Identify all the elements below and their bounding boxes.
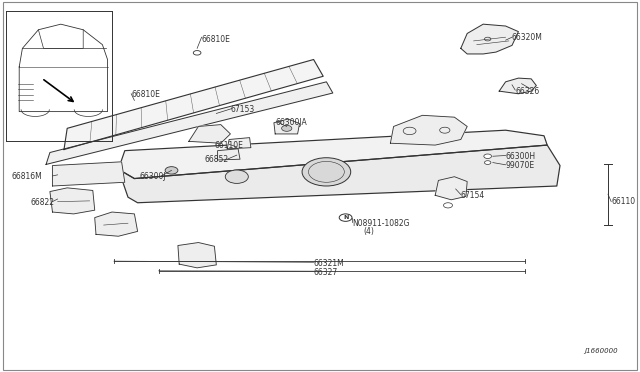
Text: 66300H: 66300H [506,152,536,161]
Text: 66822: 66822 [31,198,55,207]
Text: 66110: 66110 [611,197,636,206]
Polygon shape [118,130,547,179]
Text: N08911-1082G: N08911-1082G [352,219,410,228]
Text: 66300J: 66300J [140,172,166,181]
Circle shape [484,161,491,164]
Circle shape [193,51,201,55]
Circle shape [444,203,452,208]
Text: 66327: 66327 [314,268,338,277]
Polygon shape [46,82,333,164]
Text: 66816M: 66816M [12,172,42,181]
Polygon shape [52,162,125,186]
Text: N: N [343,215,348,220]
Circle shape [165,167,178,174]
Text: 66852: 66852 [205,155,229,164]
Polygon shape [64,60,323,150]
Polygon shape [95,212,138,236]
Text: 66320M: 66320M [512,33,543,42]
Text: 66321M: 66321M [314,259,344,268]
Circle shape [302,158,351,186]
Polygon shape [499,78,536,94]
Text: 66326: 66326 [515,87,540,96]
Text: 67154: 67154 [461,191,485,200]
Polygon shape [461,24,518,54]
Text: J1660000: J1660000 [584,348,618,354]
Text: 99070E: 99070E [506,161,535,170]
Text: 66300JA: 66300JA [275,118,307,127]
Circle shape [282,125,292,131]
Polygon shape [189,125,230,143]
Polygon shape [50,188,95,214]
Text: 66110E: 66110E [214,141,243,150]
Polygon shape [227,138,251,149]
Text: 66810E: 66810E [131,90,160,99]
Polygon shape [178,243,216,268]
Polygon shape [218,149,240,160]
Polygon shape [435,177,467,200]
Polygon shape [390,115,467,145]
Text: 66810E: 66810E [202,35,230,44]
Polygon shape [274,119,300,134]
Polygon shape [118,145,560,203]
Circle shape [484,154,492,158]
Text: (4): (4) [363,227,374,236]
Text: 67153: 67153 [230,105,255,114]
Circle shape [225,170,248,183]
